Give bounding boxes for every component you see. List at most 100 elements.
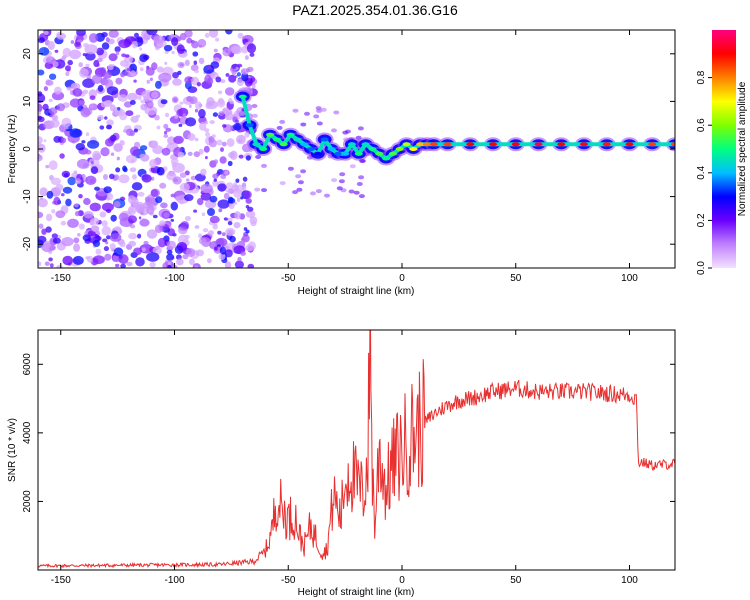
colorbar-ticks: 0.0 0.2 0.4 0.6 0.8: [696, 70, 712, 275]
spectrogram-noise-cell: [208, 230, 214, 236]
ridge-point: [286, 132, 295, 137]
spectrogram-noise-cell: [170, 218, 175, 222]
spectrogram-noise-cell: [179, 101, 184, 105]
spectrogram-noise-cell: [48, 160, 58, 171]
spectrogram-noise-cell: [349, 164, 356, 169]
spectrogram-noise-cell: [207, 77, 214, 85]
spectrogram-noise-cell: [227, 221, 233, 226]
spectrogram-noise-cell: [240, 251, 246, 256]
spectrogram-noise-cell: [113, 143, 123, 152]
spectrogram-noise-cell: [126, 67, 131, 72]
spectrogram-noise-cell: [249, 52, 255, 57]
spectrogram-noise-cell: [61, 170, 71, 178]
spectrogram-noise-cell: [198, 44, 202, 48]
spectrogram-noise-cell: [228, 74, 237, 83]
ridge-point: [402, 142, 411, 147]
spectrogram-noise-cell: [209, 30, 219, 38]
spectrogram-noise-cell: [310, 191, 316, 196]
spectrogram-noise-cell: [245, 210, 256, 218]
spectrogram-noise-cell: [101, 42, 110, 50]
snr-ytick-label: 6000: [22, 353, 33, 376]
colorbar-tick-label: 0.0: [696, 261, 707, 275]
spectrogram-noise-cell: [163, 212, 170, 219]
spectrogram-noise-cell: [56, 32, 67, 40]
spectrogram-noise-cell: [115, 50, 120, 56]
spectrogram-noise-cell: [48, 98, 53, 103]
spectrogram-noise-cell: [207, 208, 215, 216]
spectrogram-noise-cell: [65, 71, 70, 77]
colorbar: 0.0 0.2 0.4 0.6 0.8 Normalized spectral ampl…: [696, 30, 748, 275]
spectrogram-noise-cell: [241, 182, 247, 188]
spectrogram-noise-cell: [216, 99, 226, 108]
spectrogram-noise-cell: [104, 253, 112, 261]
spectrogram-noise-cell: [81, 140, 86, 144]
spectrogram-noise-cell: [54, 49, 59, 53]
spectrogram-noise-cell: [193, 151, 200, 158]
spectrogram-noise-cell: [146, 229, 158, 239]
spectrogram-noise-cell: [342, 130, 349, 135]
spectrogram-noise-cell: [106, 119, 114, 126]
snr-xtick-label: -150: [51, 575, 71, 586]
snr-xtick-label: 50: [510, 575, 522, 586]
spectrogram-noise-cell: [155, 196, 163, 204]
spectrogram-noise-cell: [67, 218, 79, 228]
spectrogram-noise-cell: [296, 187, 303, 192]
snr-ticks: -150 -100 -50 0 50 100 2000 4000 6000: [22, 330, 675, 586]
spectrogram-noise-cell: [166, 249, 173, 255]
spectrogram-noise-cell: [65, 198, 72, 207]
spectrogram-noise-cell: [313, 114, 320, 119]
spectrogram-noise-cell: [195, 101, 202, 110]
ridge-point: [245, 123, 254, 128]
spectrogram-noise-cell: [171, 50, 175, 55]
snr-plot-area: [38, 330, 675, 570]
spectrogram-noise-cell: [128, 240, 137, 247]
spectrogram-noise-cell: [113, 247, 124, 257]
spectrogram-noise-cell: [279, 119, 286, 124]
ridge-point: [272, 137, 281, 142]
ridge-point: [354, 151, 363, 156]
spectrogram-ytick-label: 0: [22, 146, 33, 152]
spectrogram-noise-cell: [320, 107, 327, 112]
spectrogram-noise-cell: [104, 79, 114, 89]
spectrogram-noise-cell: [94, 186, 100, 191]
snr-series-line: [38, 330, 675, 569]
spectrogram-noise-cell: [149, 261, 156, 268]
spectrogram-noise-cell: [213, 223, 218, 227]
spectrogram-noise-cell: [225, 30, 233, 35]
spectrogram-noise-cell: [187, 151, 193, 156]
spectrogram-noise-cell: [69, 98, 82, 108]
spectrogram-noise-cell: [206, 64, 212, 70]
spectrogram-noise-cell: [92, 255, 105, 265]
ridge-point: [423, 142, 432, 147]
spectrogram-noise-cell: [49, 73, 57, 80]
spectrogram-noise-cell: [140, 99, 146, 104]
spectrogram-noise-cell: [155, 80, 162, 89]
spectrogram-noise-cell: [358, 175, 365, 180]
spectrogram-noise-cell: [101, 31, 108, 38]
spectrogram-noise-cell: [38, 37, 45, 43]
spectrogram-noise-cell: [170, 193, 176, 198]
snr-xlabel: Height of straight line (km): [298, 587, 415, 598]
spectrogram-noise-cell: [357, 126, 364, 131]
spectrogram-noise-cell: [43, 240, 51, 250]
spectrogram-noise-cell: [74, 211, 80, 217]
spectrogram-noise-cell: [234, 211, 241, 220]
spectrogram-noise-cell: [229, 235, 236, 243]
spectrogram-noise-cell: [101, 226, 112, 236]
snr-xtick-label: -50: [281, 575, 296, 586]
spectrogram-ylabel: Frequency (Hz): [7, 115, 18, 184]
spectrogram-noise-cell: [104, 100, 113, 107]
spectrogram-noise-cell: [38, 261, 42, 267]
ridge-point: [489, 142, 497, 147]
spectrogram-noise-cell: [251, 104, 258, 108]
spectrogram-noise-cell: [115, 167, 121, 173]
spectrogram-noise-cell: [130, 100, 136, 105]
spectrogram-noise-cell: [292, 190, 299, 195]
spectrogram-noise-cell: [119, 60, 129, 67]
spectrogram-noise-cell: [231, 69, 237, 75]
spectrogram-noise-cell: [210, 61, 220, 69]
spectrogram-noise-cell: [279, 181, 286, 186]
spectrogram-noise-cell: [179, 182, 190, 192]
